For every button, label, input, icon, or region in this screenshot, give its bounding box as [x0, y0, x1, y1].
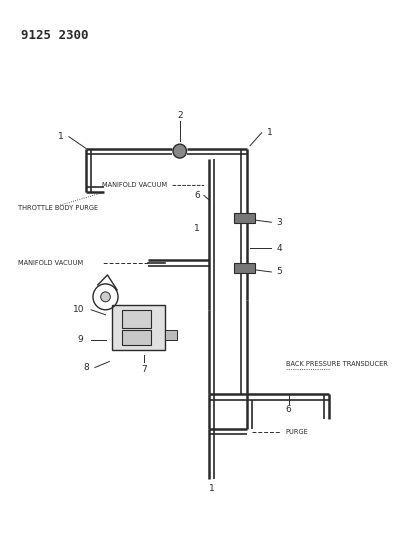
- Text: 9125 2300: 9125 2300: [21, 29, 88, 42]
- Text: 10: 10: [73, 305, 84, 314]
- Text: 9: 9: [78, 335, 83, 344]
- Bar: [234, 263, 255, 273]
- Text: 1: 1: [58, 132, 64, 141]
- Text: 1: 1: [194, 224, 200, 233]
- Text: PURGE: PURGE: [286, 429, 309, 435]
- Text: BACK PRESSURE TRANSDUCER: BACK PRESSURE TRANSDUCER: [286, 361, 388, 367]
- Text: 1: 1: [209, 484, 215, 494]
- Circle shape: [101, 292, 110, 302]
- Text: 4: 4: [276, 244, 282, 253]
- Text: 8: 8: [83, 363, 89, 372]
- Text: 5: 5: [276, 268, 282, 277]
- Text: 1: 1: [267, 128, 272, 137]
- Bar: [112, 305, 165, 350]
- Bar: [165, 330, 177, 340]
- Text: MANIFOLD VACUUM: MANIFOLD VACUUM: [18, 260, 83, 266]
- Circle shape: [173, 144, 187, 158]
- Text: 7: 7: [141, 365, 147, 374]
- Text: 3: 3: [276, 218, 282, 227]
- Text: THROTTLE BODY PURGE: THROTTLE BODY PURGE: [18, 205, 98, 211]
- Text: 2: 2: [177, 111, 182, 120]
- Text: 6: 6: [286, 405, 291, 414]
- Text: 6: 6: [194, 191, 200, 200]
- Bar: [122, 330, 151, 345]
- Text: MANIFOLD VACUUM: MANIFOLD VACUUM: [102, 182, 167, 189]
- Bar: [122, 310, 151, 328]
- Bar: [234, 213, 255, 223]
